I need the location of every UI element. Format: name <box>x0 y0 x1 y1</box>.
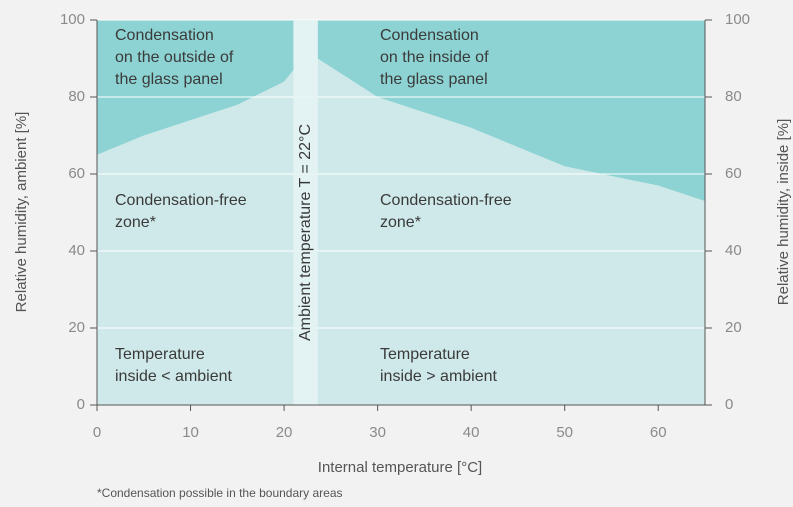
y2-tick-label: 0 <box>725 396 733 413</box>
x-tick-label: 40 <box>463 424 480 441</box>
annotation: inside < ambient <box>115 368 233 385</box>
annotation: Condensation-free <box>380 192 512 209</box>
annotation: Temperature <box>380 346 470 363</box>
annotation: the glass panel <box>380 71 488 88</box>
annotation: zone* <box>380 214 421 231</box>
x-tick-label: 0 <box>93 424 101 441</box>
annotation: the glass panel <box>115 71 223 88</box>
annotation: on the inside of <box>380 49 489 66</box>
annotation: Temperature <box>115 346 205 363</box>
y2-tick-label: 20 <box>725 319 742 336</box>
y-tick-label: 20 <box>68 319 85 336</box>
x-tick-label: 60 <box>650 424 667 441</box>
annotation: inside > ambient <box>380 368 498 385</box>
x-tick-label: 50 <box>556 424 573 441</box>
condensation-area <box>317 20 705 201</box>
ambient-band <box>293 20 318 405</box>
annotation: zone* <box>115 214 156 231</box>
y-tick-label: 60 <box>68 165 85 182</box>
y-tick-label: 0 <box>77 396 85 413</box>
annotation: Condensation <box>115 27 214 44</box>
y-tick-label: 80 <box>68 88 85 105</box>
y-tick-label: 100 <box>60 11 85 28</box>
footnote: *Condensation possible in the boundary a… <box>97 486 343 500</box>
x-tick-label: 10 <box>182 424 199 441</box>
condensation-area <box>97 20 294 155</box>
y2-axis-label: Relative humidity, inside [%] <box>775 119 792 305</box>
x-axis-label: Internal temperature [°C] <box>318 459 482 476</box>
x-tick-label: 30 <box>369 424 386 441</box>
annotation: on the outside of <box>115 49 234 66</box>
y2-tick-label: 100 <box>725 11 750 28</box>
y-axis-label: Relative humidity, ambient [%] <box>13 112 30 313</box>
y2-tick-label: 80 <box>725 88 742 105</box>
annotation: Condensation <box>380 27 479 44</box>
y2-tick-label: 60 <box>725 165 742 182</box>
x-tick-label: 20 <box>276 424 293 441</box>
annotation: Condensation-free <box>115 192 247 209</box>
ambient-label: Ambient temperature T = 22°C <box>297 124 314 341</box>
y-tick-label: 40 <box>68 242 85 259</box>
y2-tick-label: 40 <box>725 242 742 259</box>
